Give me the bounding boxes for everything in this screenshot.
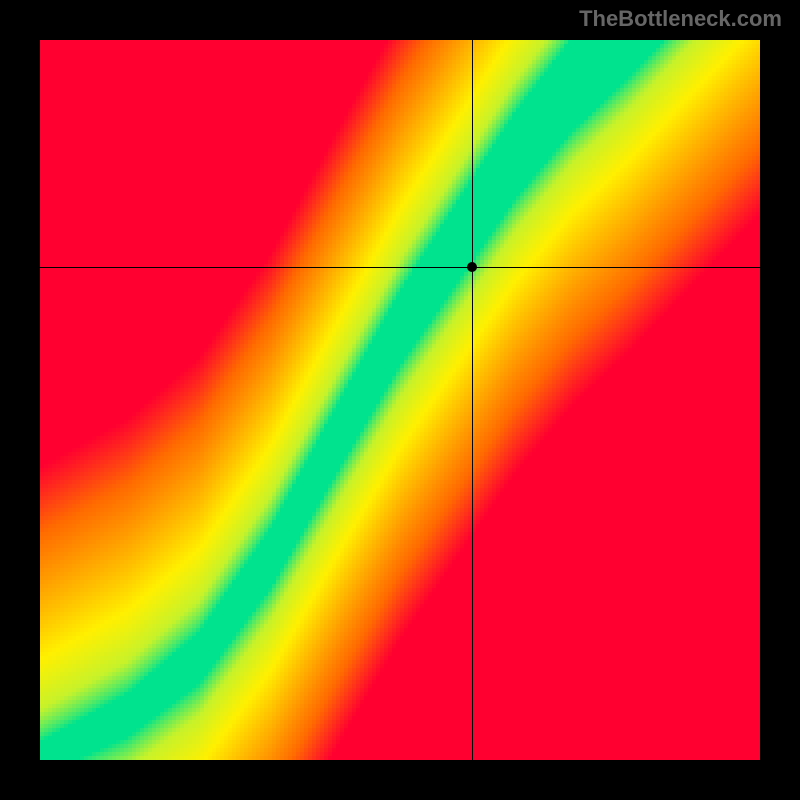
watermark-text: TheBottleneck.com <box>579 6 782 32</box>
crosshair-vertical <box>472 40 473 760</box>
crosshair-marker-dot <box>467 262 477 272</box>
heatmap-canvas <box>40 40 760 760</box>
crosshair-horizontal <box>40 267 760 268</box>
bottleneck-heatmap <box>40 40 760 760</box>
